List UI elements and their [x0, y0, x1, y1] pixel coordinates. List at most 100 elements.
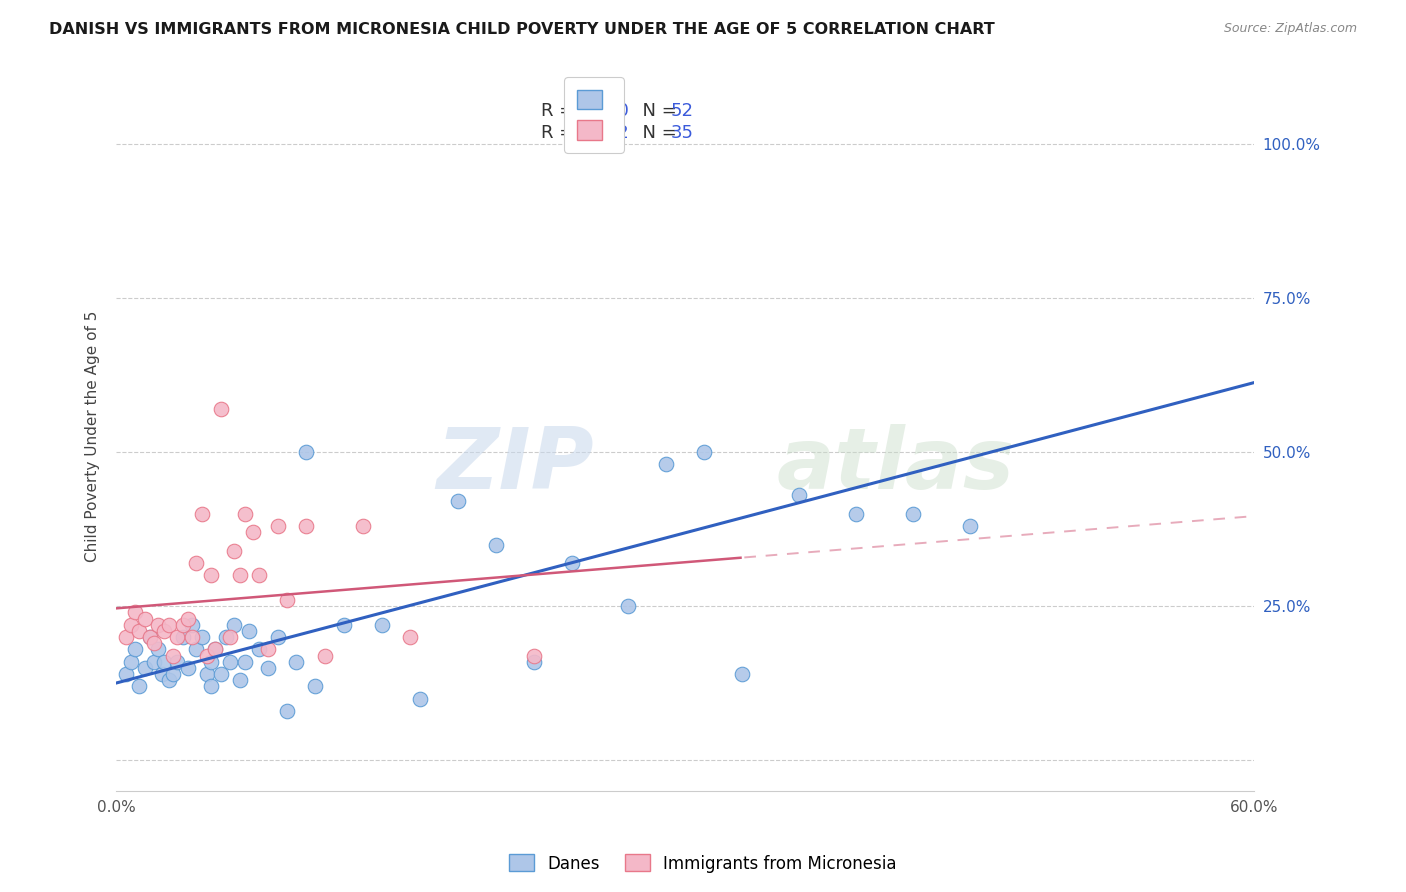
- Point: [655, 458, 678, 472]
- Point: [228, 568, 250, 582]
- Text: R =: R =: [541, 102, 579, 120]
- Point: [247, 642, 270, 657]
- Point: [120, 617, 142, 632]
- Point: [204, 642, 226, 657]
- Point: [238, 624, 260, 638]
- Point: [266, 630, 288, 644]
- Point: [219, 655, 242, 669]
- Point: [152, 655, 174, 669]
- Point: [209, 401, 232, 416]
- Point: [257, 642, 280, 657]
- Point: [276, 704, 298, 718]
- Point: [314, 648, 336, 663]
- Point: [114, 667, 136, 681]
- Point: [901, 507, 924, 521]
- Point: [233, 655, 256, 669]
- Point: [731, 667, 754, 681]
- Point: [845, 507, 868, 521]
- Point: [352, 519, 374, 533]
- Point: [266, 519, 288, 533]
- Point: [166, 655, 188, 669]
- Point: [181, 617, 204, 632]
- Point: [150, 667, 173, 681]
- Point: [143, 655, 166, 669]
- Point: [522, 648, 544, 663]
- Point: [333, 617, 356, 632]
- Point: [139, 630, 162, 644]
- Point: [128, 624, 150, 638]
- Point: [522, 655, 544, 669]
- Point: [257, 661, 280, 675]
- Point: [215, 630, 238, 644]
- Point: [560, 556, 582, 570]
- Point: [146, 617, 169, 632]
- Point: [184, 556, 207, 570]
- Text: R =: R =: [541, 124, 579, 142]
- Point: [447, 494, 470, 508]
- Point: [295, 445, 318, 459]
- Point: [219, 630, 242, 644]
- Point: [200, 655, 222, 669]
- Point: [485, 538, 508, 552]
- Point: [184, 642, 207, 657]
- Point: [204, 642, 226, 657]
- Point: [157, 673, 180, 688]
- Legend: Danes, Immigrants from Micronesia: Danes, Immigrants from Micronesia: [502, 847, 904, 880]
- Point: [233, 507, 256, 521]
- Point: [124, 606, 146, 620]
- Point: [152, 624, 174, 638]
- Point: [693, 445, 716, 459]
- Point: [222, 543, 245, 558]
- Point: [172, 617, 194, 632]
- Y-axis label: Child Poverty Under the Age of 5: Child Poverty Under the Age of 5: [86, 311, 100, 562]
- Point: [228, 673, 250, 688]
- Text: N =: N =: [631, 102, 682, 120]
- Text: N =: N =: [631, 124, 682, 142]
- Point: [276, 593, 298, 607]
- Point: [787, 488, 810, 502]
- Point: [209, 667, 232, 681]
- Point: [190, 507, 212, 521]
- Point: [172, 630, 194, 644]
- Point: [399, 630, 422, 644]
- Point: [285, 655, 308, 669]
- Point: [134, 661, 156, 675]
- Point: [409, 691, 432, 706]
- Point: [200, 680, 222, 694]
- Text: Source: ZipAtlas.com: Source: ZipAtlas.com: [1223, 22, 1357, 36]
- Text: 52: 52: [671, 102, 693, 120]
- Point: [304, 680, 326, 694]
- Point: [114, 630, 136, 644]
- Point: [177, 661, 200, 675]
- Point: [162, 667, 184, 681]
- Point: [157, 617, 180, 632]
- Point: [959, 519, 981, 533]
- Point: [120, 655, 142, 669]
- Text: ZIP: ZIP: [437, 424, 595, 507]
- Point: [181, 630, 204, 644]
- Point: [162, 648, 184, 663]
- Point: [139, 630, 162, 644]
- Point: [134, 611, 156, 625]
- Point: [371, 617, 394, 632]
- Point: [177, 611, 200, 625]
- Point: [195, 667, 218, 681]
- Point: [200, 568, 222, 582]
- Text: DANISH VS IMMIGRANTS FROM MICRONESIA CHILD POVERTY UNDER THE AGE OF 5 CORRELATIO: DANISH VS IMMIGRANTS FROM MICRONESIA CHI…: [49, 22, 995, 37]
- Point: [166, 630, 188, 644]
- Point: [617, 599, 640, 614]
- Legend: , : ,: [564, 77, 624, 153]
- Point: [124, 642, 146, 657]
- Point: [195, 648, 218, 663]
- Point: [190, 630, 212, 644]
- Text: -0.092: -0.092: [571, 124, 630, 142]
- Point: [222, 617, 245, 632]
- Point: [247, 568, 270, 582]
- Point: [128, 680, 150, 694]
- Point: [143, 636, 166, 650]
- Text: 0.640: 0.640: [571, 102, 628, 120]
- Text: 35: 35: [671, 124, 693, 142]
- Point: [295, 519, 318, 533]
- Text: atlas: atlas: [776, 424, 1015, 507]
- Point: [242, 525, 264, 540]
